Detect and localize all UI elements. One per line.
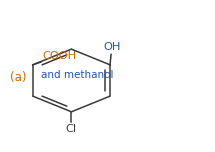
Text: OH: OH [103, 42, 121, 52]
Text: Cl: Cl [66, 124, 77, 135]
Text: and methanol: and methanol [41, 70, 114, 80]
Text: (a): (a) [10, 71, 26, 84]
Text: COOH: COOH [42, 51, 77, 61]
